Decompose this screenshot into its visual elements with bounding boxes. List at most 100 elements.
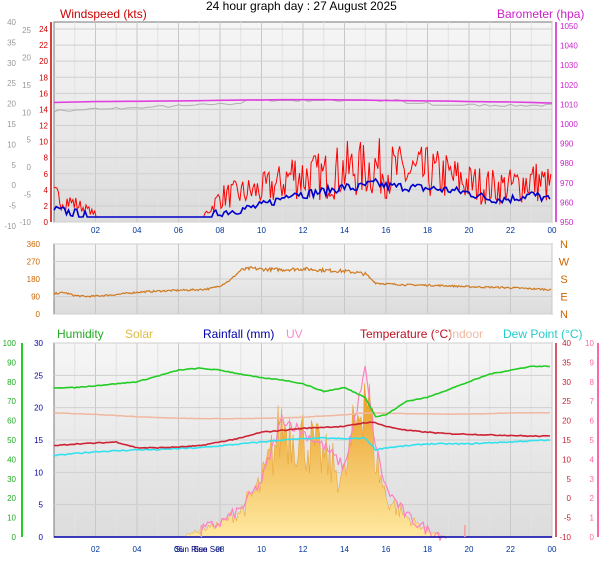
temperature-y-tick-label: 5: [567, 475, 572, 484]
wind-second-left-tick-label: -5: [24, 191, 32, 200]
x-tick-label-weather: 02: [91, 545, 100, 554]
wind-far-left-tick-label: -5: [9, 202, 17, 211]
x-tick-label-weather: 06: [174, 545, 183, 554]
windspeed-series-line: [53, 177, 551, 218]
x-tick-label-wind: 18: [423, 226, 432, 235]
direction-compass-label: N: [560, 309, 568, 321]
baro-y-tick-label: 970: [560, 179, 574, 188]
rain-y-tick-label: 10: [34, 468, 43, 477]
temperature-y-tick-label: 40: [562, 339, 571, 348]
baro-y-tick-label: 1020: [560, 81, 578, 90]
wind-far-left-tick-label: 15: [7, 120, 16, 129]
wind-direction-series-line: [53, 266, 552, 298]
humidity-series-line: [53, 365, 550, 418]
baro-y-tick-label: 980: [560, 159, 574, 168]
direction-y-tick-label: 0: [36, 310, 41, 319]
wind-second-left-tick-label: 10: [22, 108, 31, 117]
rain-y-tick-label: 20: [34, 404, 43, 413]
x-tick-label-wind: 00: [548, 226, 557, 235]
x-tick-label-wind: 20: [465, 226, 474, 235]
humidity-y-tick-label: 20: [7, 494, 16, 503]
x-tick-label-weather: 18: [423, 545, 432, 554]
wind-y-tick-label: 6: [44, 170, 49, 179]
direction-compass-label: E: [560, 292, 567, 304]
x-tick-label-wind: 22: [506, 226, 515, 235]
direction-compass-label: W: [559, 257, 570, 269]
rain-y-tick-label: 25: [34, 371, 43, 380]
x-tick-label-weather: 10: [257, 545, 266, 554]
legend-rainfall: Rainfall (mm): [203, 327, 275, 341]
humidity-y-tick-label: 0: [12, 533, 17, 542]
x-tick-label-wind: 12: [299, 226, 308, 235]
humidity-y-tick-label: 80: [7, 378, 16, 387]
temperature-y-tick-label: -10: [559, 533, 571, 542]
temperature-y-tick-label: -5: [564, 514, 572, 523]
direction-y-tick-label: 180: [27, 275, 41, 284]
x-tick-label-wind: 04: [133, 226, 142, 235]
baro-y-tick-label: 1030: [560, 61, 578, 70]
legend-dewpoint: Dew Point (°C): [503, 327, 583, 341]
humidity-y-tick-label: 90: [7, 358, 16, 367]
rain-y-tick-label: 5: [39, 501, 44, 510]
temperature-series-line: [53, 421, 550, 450]
x-tick-label-weather: 16: [382, 545, 391, 554]
legend-temperature: Temperature (°C): [360, 327, 453, 341]
temperature-y-tick-label: 0: [567, 494, 572, 503]
uv-y-tick-label: 8: [590, 378, 595, 387]
x-tick-label-weather: 20: [465, 545, 474, 554]
dewpoint-series-line: [53, 436, 551, 457]
wind-far-left-tick-label: 0: [12, 181, 17, 190]
windspeed-title: Windspeed (kts): [60, 7, 147, 21]
baro-y-tick-label: 990: [560, 140, 574, 149]
baro-y-tick-label: 950: [560, 218, 574, 227]
baro-y-tick-label: 1050: [560, 22, 578, 31]
wind-y-tick-label: 18: [39, 73, 48, 82]
legend-humidity: Humidity: [57, 327, 104, 341]
x-tick-label-weather: 04: [133, 545, 142, 554]
wind-second-left-tick-label: 15: [22, 81, 31, 90]
uv-y-tick-label: 6: [590, 417, 595, 426]
wind-y-tick-label: 10: [39, 138, 48, 147]
wind-y-tick-label: 4: [44, 186, 49, 195]
wind-y-tick-label: 8: [44, 154, 49, 163]
direction-y-tick-label: 90: [31, 293, 40, 302]
wind-y-tick-label: 12: [39, 122, 48, 131]
x-tick-label-wind: 02: [91, 226, 100, 235]
temperature-y-tick-label: 10: [562, 455, 571, 464]
legend-uv: UV: [286, 327, 303, 341]
wind-far-left-tick-label: 35: [7, 38, 16, 47]
uv-y-tick-label: 3: [590, 475, 595, 484]
x-tick-label-wind: 16: [382, 226, 391, 235]
series-layer: [53, 98, 553, 542]
baro-y-tick-label: 1010: [560, 100, 578, 109]
sunrise-label: Sun Rise: [175, 545, 208, 554]
uv-y-tick-label: 2: [590, 494, 595, 503]
wind-second-left-tick-label: 25: [22, 26, 31, 35]
wind-y-tick-label: 0: [44, 218, 49, 227]
humidity-y-tick-label: 60: [7, 417, 16, 426]
wind-second-left-tick-label: 5: [27, 136, 32, 145]
barometer-series-line: [53, 98, 553, 104]
wind-second-left-tick-label: 0: [27, 163, 32, 172]
wind-far-left-tick-label: 10: [7, 140, 16, 149]
temperature-y-tick-label: 35: [562, 358, 571, 367]
wind-far-left-tick-label: 5: [12, 161, 17, 170]
rain-y-tick-label: 15: [34, 436, 43, 445]
wind-far-left-tick-label: -10: [4, 222, 16, 231]
temperature-y-tick-label: 30: [562, 378, 571, 387]
wind-y-tick-label: 20: [39, 57, 48, 66]
direction-y-tick-label: 270: [27, 258, 41, 267]
uv-y-tick-label: 4: [590, 455, 595, 464]
wind-y-tick-label: 22: [39, 41, 48, 50]
x-tick-label-weather: 08: [216, 545, 225, 554]
wind-far-left-tick-label: 30: [7, 59, 16, 68]
x-tick-label-weather: 12: [299, 545, 308, 554]
wind-y-tick-label: 2: [44, 202, 49, 211]
uv-y-tick-label: 9: [590, 358, 595, 367]
baro-y-tick-label: 1040: [560, 42, 578, 51]
x-tick-label-weather: 14: [340, 545, 349, 554]
humidity-y-tick-label: 100: [3, 339, 17, 348]
wind-second-left-tick-label: -10: [19, 218, 31, 227]
page-title: 24 hour graph day : 27 August 2025: [206, 0, 397, 13]
